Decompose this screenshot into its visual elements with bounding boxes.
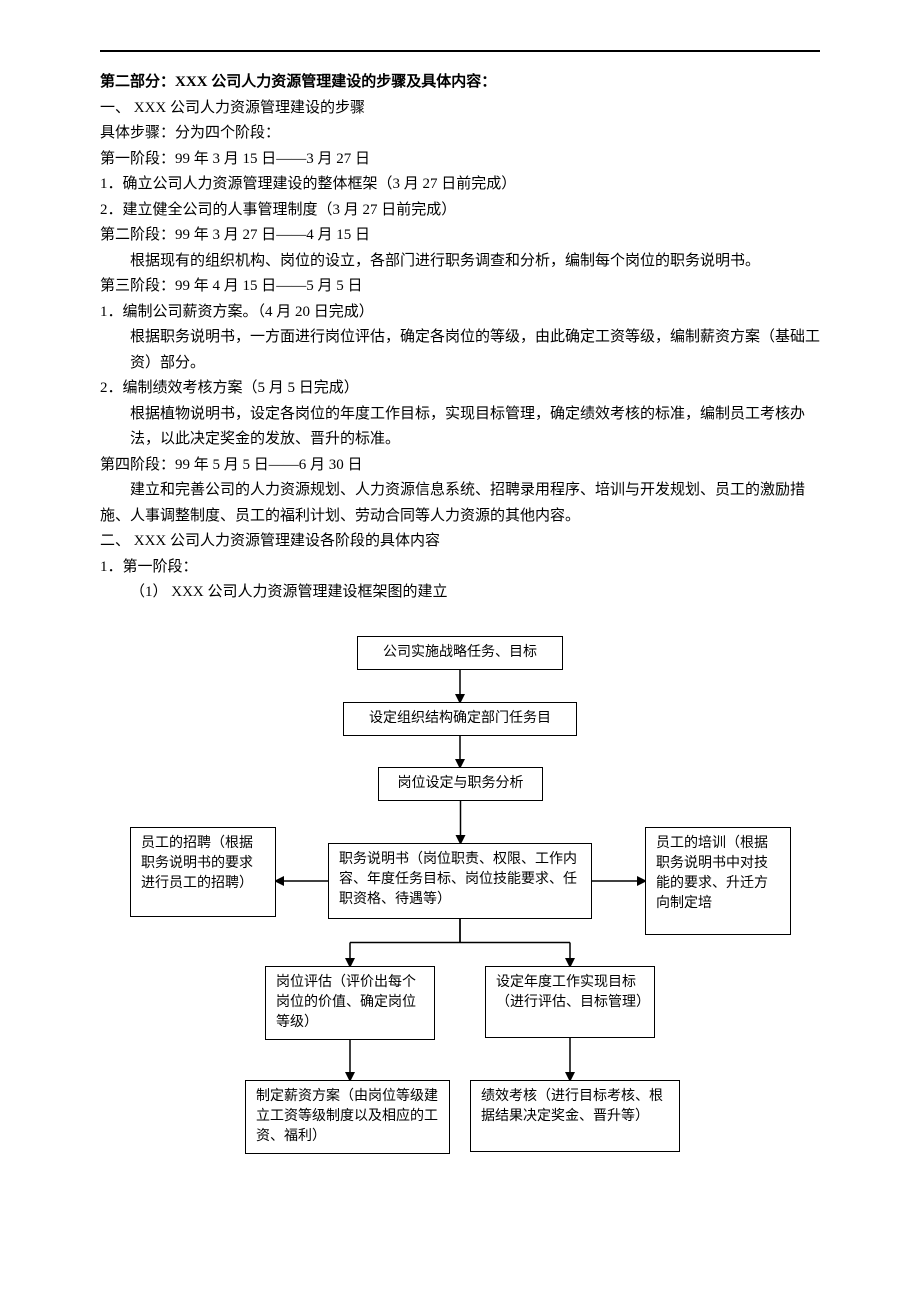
phase2-body: 根据现有的组织机构、岗位的设立，各部门进行职务调查和分析，编制每个岗位的职务说明…: [100, 249, 820, 275]
phase3-item: 1．编制公司薪资方案。（4 月 20 日完成）: [100, 300, 820, 326]
section2-subitem: （1） XXX 公司人力资源管理建设框架图的建立: [100, 580, 820, 606]
phase1-item: 1．确立公司人力资源管理建设的整体框架（3 月 27 日前完成）: [100, 172, 820, 198]
text-line: 具体步骤：分为四个阶段：: [100, 121, 820, 147]
phase2-heading: 第二阶段：99 年 3 月 27 日——4 月 15 日: [100, 223, 820, 249]
flowchart-node: 员工的招聘（根据职务说明书的要求进行员工的招聘）: [130, 827, 276, 917]
phase3-item-body: 根据植物说明书，设定各岗位的年度工作目标，实现目标管理，确定绩效考核的标准，编制…: [100, 402, 820, 453]
flowchart-node: 岗位设定与职务分析: [378, 767, 543, 801]
phase4-body: 建立和完善公司的人力资源规划、人力资源信息系统、招聘录用程序、培训与开发规划、员…: [100, 478, 820, 529]
flowchart-node: 制定薪资方案（由岗位等级建立工资等级制度以及相应的工资、福利）: [245, 1080, 450, 1155]
phase3-item-body: 根据职务说明书，一方面进行岗位评估，确定各岗位的等级，由此确定工资等级，编制薪资…: [100, 325, 820, 376]
phase3-item: 2．编制绩效考核方案（5 月 5 日完成）: [100, 376, 820, 402]
flowchart-node: 公司实施战略任务、目标: [357, 636, 563, 670]
horizontal-rule: [100, 50, 820, 52]
phase3-heading: 第三阶段：99 年 4 月 15 日——5 月 5 日: [100, 274, 820, 300]
flowchart-node: 绩效考核（进行目标考核、根据结果决定奖金、晋升等）: [470, 1080, 680, 1152]
flowchart-node: 员工的培训（根据职务说明书中对技能的要求、升迁方向制定培: [645, 827, 791, 935]
section-title: 第二部分：XXX 公司人力资源管理建设的步骤及具体内容：: [100, 70, 820, 96]
phase1-item: 2．建立健全公司的人事管理制度（3 月 27 日前完成）: [100, 198, 820, 224]
flowchart-node: 设定组织结构确定部门任务目: [343, 702, 577, 736]
phase1-heading: 第一阶段：99 年 3 月 15 日——3 月 27 日: [100, 147, 820, 173]
phase4-heading: 第四阶段：99 年 5 月 5 日——6 月 30 日: [100, 453, 820, 479]
section2-item: 1．第一阶段：: [100, 555, 820, 581]
flowchart-node: 岗位评估（评价出每个岗位的价值、确定岗位等级）: [265, 966, 435, 1041]
flowchart-node: 设定年度工作实现目标（进行评估、目标管理）: [485, 966, 655, 1038]
section2-heading: 二、 XXX 公司人力资源管理建设各阶段的具体内容: [100, 529, 820, 555]
text-line: 一、 XXX 公司人力资源管理建设的步骤: [100, 96, 820, 122]
flowchart-node: 职务说明书（岗位职责、权限、工作内容、年度任务目标、岗位技能要求、任职资格、待遇…: [328, 843, 592, 919]
flowchart: 公司实施战略任务、目标设定组织结构确定部门任务目岗位设定与职务分析职务说明书（岗…: [100, 636, 820, 1236]
